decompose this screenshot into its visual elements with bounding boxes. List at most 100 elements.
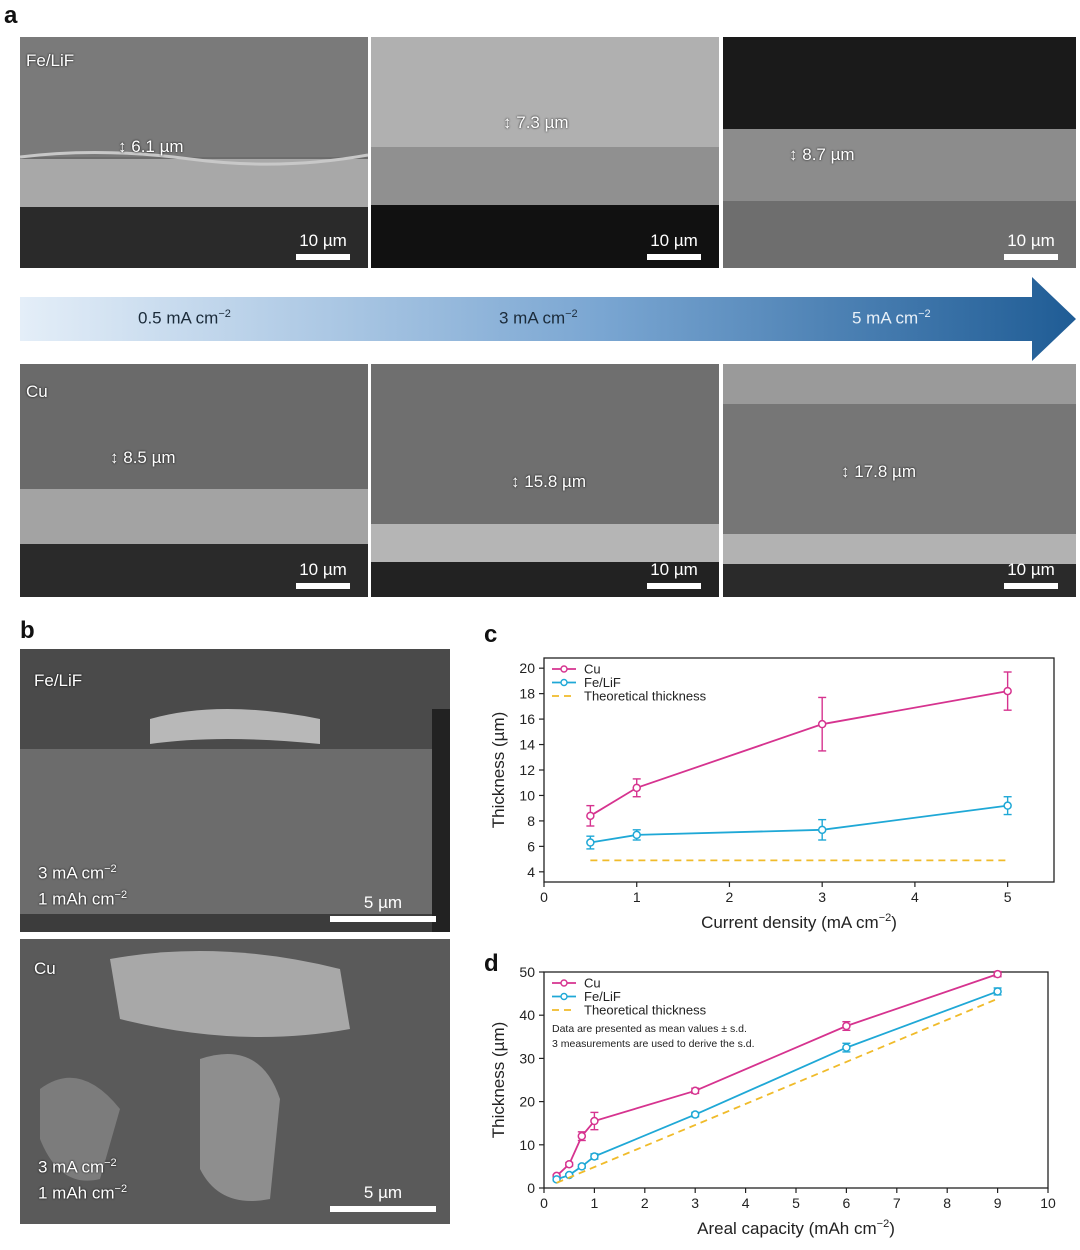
scale-bar: 5 µm bbox=[330, 893, 436, 922]
y-tick-label: 14 bbox=[519, 737, 535, 753]
thickness-arrow-label: ↕ 8.7 µm bbox=[789, 145, 855, 164]
data-point bbox=[590, 1116, 599, 1126]
condition-capacity: 1 mAh cm−2 bbox=[38, 1183, 128, 1203]
sem-image-b-fe-lif: Fe/LiF 3 mA cm−2 1 mAh cm−2 5 µm bbox=[20, 649, 450, 932]
y-tick-label: 30 bbox=[519, 1050, 535, 1066]
sem-image-cu-0.5: Cu ↕ 8.5 µm 10 µm bbox=[20, 364, 368, 597]
x-axis-label: Current density (mA cm−2) bbox=[701, 912, 897, 932]
series-line-1 bbox=[590, 804, 1008, 844]
x-tick-label: 8 bbox=[943, 1195, 951, 1211]
x-tick-label: 0 bbox=[540, 889, 548, 905]
scale-bar: 10 µm bbox=[647, 231, 701, 260]
current-density-arrow: 0.5 mA cm−2 3 mA cm−2 5 mA cm−2 bbox=[20, 277, 1076, 361]
scale-bar: 10 µm bbox=[296, 231, 350, 260]
panel-label-d: d bbox=[484, 950, 499, 977]
x-tick-label: 6 bbox=[843, 1195, 851, 1211]
data-point bbox=[1003, 801, 1012, 810]
condition-current: 3 mA cm−2 bbox=[38, 863, 117, 883]
sem-texture bbox=[20, 364, 368, 597]
data-point bbox=[586, 838, 595, 847]
condition-capacity: 1 mAh cm−2 bbox=[38, 889, 128, 909]
data-point bbox=[993, 987, 1002, 996]
legend-label: Fe/LiF bbox=[584, 989, 621, 1004]
y-tick-label: 16 bbox=[519, 711, 535, 727]
arrow-label-5: 5 mA cm−2 bbox=[852, 308, 931, 328]
sem-image-fe-lif-0.5: Fe/LiF ↕ 6.1 µm 10 µm bbox=[20, 37, 368, 268]
y-tick-label: 4 bbox=[527, 864, 535, 880]
y-axis-label: Thickness (µm) bbox=[489, 1022, 508, 1139]
panel-label-a: a bbox=[4, 2, 18, 29]
sem-image-cu-5: ↕ 17.8 µm 10 µm bbox=[723, 364, 1076, 597]
scale-bar: 10 µm bbox=[296, 560, 350, 589]
data-point bbox=[1003, 686, 1012, 696]
data-point bbox=[690, 1110, 700, 1119]
thickness-arrow-label: ↕ 7.3 µm bbox=[503, 113, 569, 132]
sem-image-cu-3: ↕ 15.8 µm 10 µm bbox=[371, 364, 719, 597]
data-point bbox=[577, 1131, 587, 1141]
sample-label: Cu bbox=[34, 959, 56, 978]
x-tick-label: 3 bbox=[691, 1195, 699, 1211]
legend-label: Fe/LiF bbox=[584, 675, 621, 690]
x-tick-label: 2 bbox=[726, 889, 734, 905]
legend-label: Cu bbox=[584, 662, 601, 677]
legend-label: Theoretical thickness bbox=[584, 1003, 707, 1018]
y-tick-label: 6 bbox=[527, 838, 535, 854]
sem-texture bbox=[20, 649, 450, 932]
data-point bbox=[564, 1159, 574, 1169]
legend-marker bbox=[560, 992, 568, 1001]
y-tick-label: 50 bbox=[519, 964, 535, 980]
sem-texture bbox=[371, 364, 719, 597]
sem-texture bbox=[371, 37, 719, 268]
y-tick-label: 10 bbox=[519, 787, 535, 803]
x-tick-label: 7 bbox=[893, 1195, 901, 1211]
y-tick-label: 40 bbox=[519, 1007, 535, 1023]
y-tick-label: 10 bbox=[519, 1137, 535, 1153]
arrow-label-0.5: 0.5 mA cm−2 bbox=[138, 308, 231, 328]
data-point bbox=[993, 969, 1002, 979]
x-tick-label: 10 bbox=[1040, 1195, 1056, 1211]
data-point bbox=[577, 1162, 587, 1171]
legend-label: Cu bbox=[584, 976, 601, 991]
series-line-1 bbox=[556, 990, 998, 1181]
x-tick-label: 2 bbox=[641, 1195, 649, 1211]
annotation-text: Data are presented as mean values ± s.d. bbox=[552, 1023, 747, 1035]
x-tick-label: 0 bbox=[540, 1195, 548, 1211]
scale-bar: 10 µm bbox=[1004, 231, 1058, 260]
series-line-0 bbox=[589, 690, 1008, 817]
thickness-arrow-label: ↕ 8.5 µm bbox=[110, 448, 176, 467]
data-point bbox=[817, 719, 827, 729]
sem-texture bbox=[723, 37, 1076, 268]
thickness-arrow-label: ↕ 6.1 µm bbox=[118, 137, 184, 156]
sample-label: Cu bbox=[26, 382, 48, 401]
condition-current: 3 mA cm−2 bbox=[38, 1157, 117, 1177]
data-point bbox=[586, 811, 595, 821]
y-tick-label: 20 bbox=[519, 660, 535, 676]
x-axis-label: Areal capacity (mAh cm−2) bbox=[697, 1218, 895, 1238]
data-point bbox=[817, 825, 827, 835]
scale-bar: 5 µm bbox=[330, 1183, 436, 1212]
scale-bar: 10 µm bbox=[647, 560, 701, 589]
y-tick-label: 12 bbox=[519, 762, 535, 778]
thickness-arrow-label: ↕ 17.8 µm bbox=[841, 462, 917, 481]
sample-label: Fe/LiF bbox=[34, 671, 83, 690]
data-point bbox=[590, 1152, 599, 1161]
y-tick-label: 20 bbox=[519, 1094, 535, 1110]
scale-bar: 10 µm bbox=[1004, 560, 1058, 589]
legend-marker bbox=[560, 665, 568, 673]
thickness-arrow-label: ↕ 15.8 µm bbox=[511, 472, 587, 491]
sem-image-fe-lif-3: ↕ 7.3 µm 10 µm bbox=[371, 37, 719, 268]
x-tick-label: 1 bbox=[591, 1195, 599, 1211]
legend-marker bbox=[560, 678, 568, 687]
x-tick-label: 4 bbox=[911, 889, 919, 905]
legend-marker bbox=[560, 979, 568, 987]
x-tick-label: 5 bbox=[792, 1195, 800, 1211]
sample-label: Fe/LiF bbox=[26, 51, 75, 70]
legend-label: Theoretical thickness bbox=[584, 689, 707, 704]
x-tick-label: 4 bbox=[742, 1195, 750, 1211]
x-tick-label: 1 bbox=[633, 889, 641, 905]
data-point bbox=[552, 1175, 561, 1184]
gradient-arrow bbox=[20, 277, 1076, 361]
arrow-label-3: 3 mA cm−2 bbox=[499, 308, 578, 328]
series-line-2 bbox=[556, 997, 998, 1184]
